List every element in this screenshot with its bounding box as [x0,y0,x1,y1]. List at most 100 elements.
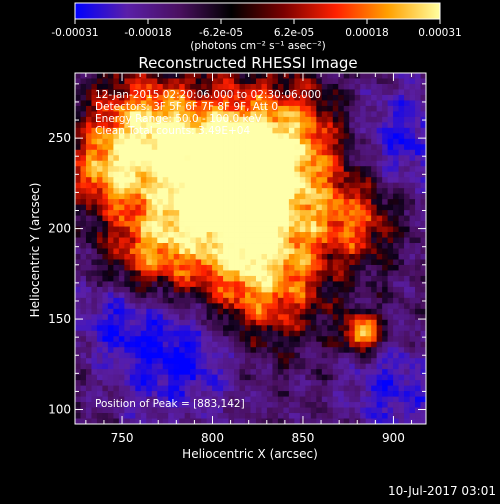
heatmap-cell [409,111,416,118]
heatmap-cell [250,248,257,255]
heatmap-cell [135,330,142,337]
heatmap-cell [299,177,306,184]
heatmap-cell [255,270,262,277]
heatmap-cell [234,193,240,200]
heatmap-cell [75,144,81,151]
heatmap-cell [228,89,235,96]
heatmap-cell [305,385,312,392]
heatmap-cell [107,127,114,134]
heatmap-cell [393,149,399,156]
heatmap-cell [420,221,427,227]
heatmap-cell [404,270,410,277]
heatmap-cell [288,358,295,365]
heatmap-cell [184,369,191,376]
heatmap-cell [382,358,389,365]
heatmap-cell [245,166,251,173]
heatmap-cell [179,292,186,299]
heatmap-cell [404,221,410,227]
heatmap-cell [398,89,405,96]
heatmap-cell [124,407,131,414]
heatmap-cell [354,210,361,216]
heatmap-cell [398,226,405,233]
heatmap-cell [316,210,323,216]
heatmap-cell [85,188,92,195]
heatmap-cell [102,358,109,365]
colorbar-tick-label: -6.2e-05 [199,27,243,39]
heatmap-cell [239,177,246,184]
heatmap-cell [212,303,218,310]
heatmap-cell [85,105,92,112]
heatmap-cell [195,116,202,123]
heatmap-cell [332,221,339,227]
heatmap-cell [85,330,92,337]
heatmap-cell [245,358,251,365]
heatmap-cell [393,314,399,321]
heatmap-cell [162,325,169,332]
heatmap-cell [266,127,273,134]
heatmap-cell [80,418,87,425]
heatmap-cell [162,215,169,222]
heatmap-cell [85,138,92,145]
heatmap-cell [96,286,103,293]
heatmap-cell [283,94,290,101]
heatmap-cell [327,374,334,381]
heatmap-cell [217,325,224,332]
heatmap-cell [316,308,323,315]
heatmap-cell [179,204,186,211]
heatmap-cell [223,210,229,216]
heatmap-cell [283,221,290,227]
heatmap-cell [387,188,394,195]
heatmap-cell [179,363,186,370]
heatmap-cell [113,232,120,238]
heatmap-cell [376,336,383,343]
heatmap-cell [415,232,421,238]
heatmap-cell [371,105,378,112]
heatmap-cell [299,286,306,293]
heatmap-cell [102,221,109,227]
heatmap-cell [195,155,202,162]
heatmap-cell [195,232,202,238]
heatmap-cell [195,122,202,129]
heatmap-cell [415,243,421,249]
heatmap-cell [80,100,87,107]
heatmap-cell [420,199,427,206]
heatmap-cell [360,116,367,123]
heatmap-cell [382,369,389,376]
heatmap-cell [387,111,394,118]
heatmap-cell [288,78,295,85]
heatmap-cell [217,248,224,255]
heatmap-cell [343,407,350,414]
heatmap-cell [376,215,383,222]
heatmap-cell [162,149,169,156]
heatmap-cell [129,292,136,299]
heatmap-cell [360,358,367,365]
heatmap-cell [107,385,114,392]
heatmap-cell [201,292,208,299]
heatmap-cell [118,83,125,90]
heatmap-cell [91,122,98,129]
heatmap-cell [96,177,103,184]
heatmap-cell [283,166,290,173]
heatmap-cell [404,281,410,288]
heatmap-cell [168,73,175,79]
heatmap-cell [212,418,218,425]
heatmap-cell [327,347,334,354]
heatmap-cell [420,248,427,255]
heatmap-cell [255,281,262,288]
heatmap-cell [420,193,427,200]
heatmap-cell [118,133,125,140]
heatmap-cell [223,149,229,156]
heatmap-cell [409,100,416,107]
heatmap-cell [223,237,229,244]
heatmap-cell [91,105,98,112]
heatmap-cell [404,341,410,348]
heatmap-cell [239,188,246,195]
heatmap-cell [107,237,114,244]
heatmap-cell [404,226,410,233]
heatmap-cell [299,237,306,244]
heatmap-cell [80,253,87,260]
heatmap-cell [294,396,301,403]
heatmap-cell [266,105,273,112]
heatmap-cell [393,243,399,249]
heatmap-cell [190,380,197,387]
